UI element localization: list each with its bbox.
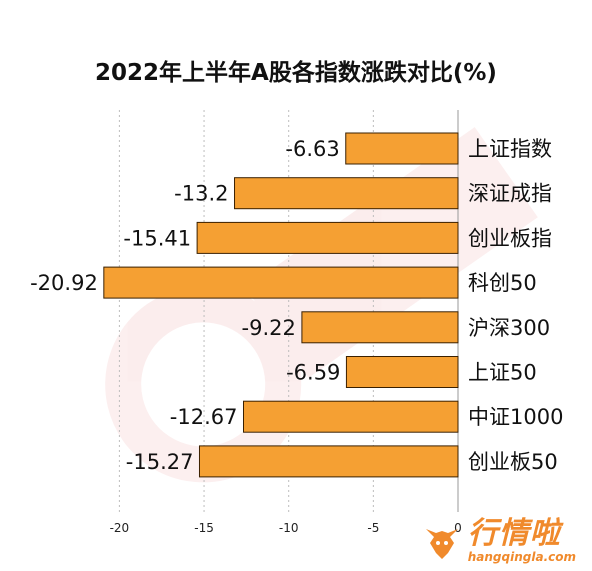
x-tick-label: -5	[367, 521, 379, 535]
category-label: 上证50	[468, 361, 537, 385]
category-label: 中证1000	[468, 405, 563, 429]
category-label: 创业板指	[468, 226, 552, 250]
category-label: 深证成指	[468, 182, 552, 206]
bar	[196, 221, 459, 254]
x-axis-ticks: -20 -15 -10 -5 0	[110, 521, 462, 535]
x-tick-label: 0	[454, 521, 462, 535]
bar-value-label: -9.22	[242, 316, 296, 340]
bar	[345, 356, 459, 388]
bar	[103, 266, 459, 299]
bars: -6.63 上证指数 -13.2 深证成指 -15.41 创业板指 -20.92 科创50 -9…	[30, 132, 563, 478]
category-label: 沪深300	[468, 316, 550, 340]
x-tick-label: -10	[279, 521, 299, 535]
bar-value-label: -15.41	[123, 226, 191, 250]
brand-url: hangqingla.com	[467, 550, 576, 564]
bar-value-label: -20.92	[30, 271, 98, 295]
bar	[198, 445, 459, 478]
brand-logo: 行情啦 hangqingla.com	[420, 519, 576, 563]
category-label: 创业板50	[468, 450, 558, 474]
bar-value-label: -12.67	[170, 405, 238, 429]
x-tick-label: -20	[110, 521, 130, 535]
chart-title: 2022年上半年A股各指数涨跌对比(%)	[95, 59, 497, 86]
bar-value-label: -13.2	[174, 182, 228, 206]
category-label: 科创50	[468, 271, 537, 295]
bar-value-label: -15.27	[126, 450, 194, 474]
bar-value-label: -6.59	[286, 361, 340, 385]
grid	[118, 110, 459, 512]
bar	[234, 177, 459, 210]
bar	[345, 132, 459, 165]
x-tick-label: -15	[194, 521, 214, 535]
bar-value-label: -6.63	[285, 137, 339, 161]
bar	[242, 400, 459, 433]
bar	[301, 311, 459, 344]
bull-icon	[425, 529, 458, 559]
category-label: 上证指数	[468, 137, 552, 161]
brand-name: 行情啦	[467, 516, 561, 551]
